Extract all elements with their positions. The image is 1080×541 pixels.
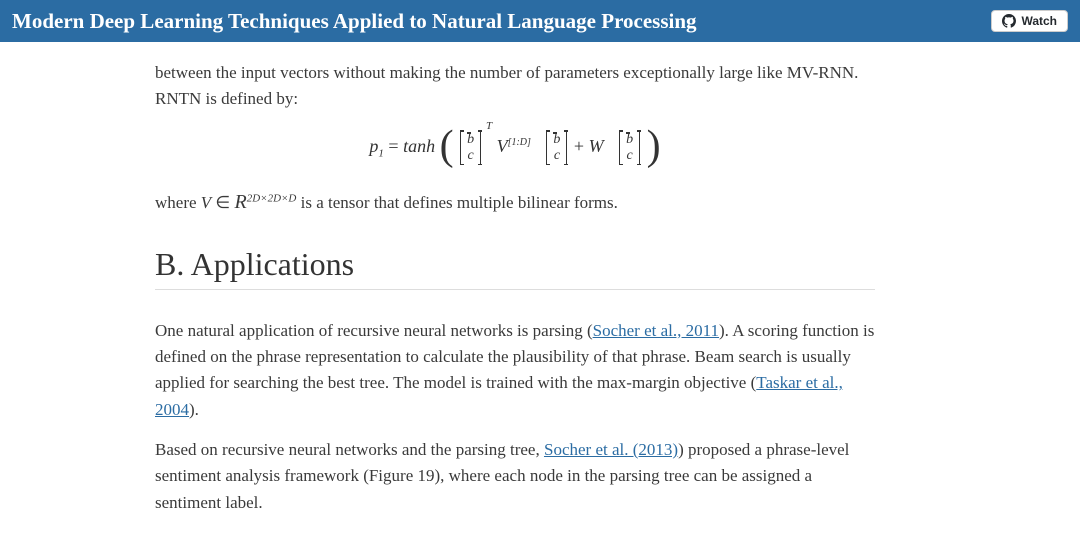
- eq-transpose: T: [486, 120, 492, 132]
- where-V: V: [201, 193, 211, 212]
- github-icon: [1002, 14, 1016, 28]
- intro-paragraph: between the input vectors without making…: [155, 60, 875, 113]
- page-header: Modern Deep Learning Techniques Applied …: [0, 0, 1080, 42]
- ref-socher-2013[interactable]: Socher et al. (2013): [544, 440, 678, 459]
- watch-button[interactable]: Watch: [991, 10, 1068, 32]
- eq-rparen: ): [647, 125, 661, 167]
- eq-lhs-sub: 1: [378, 147, 384, 159]
- eq-vec3: b c: [619, 130, 640, 165]
- equation-block: p1 = tanh ( b c T V[1:D] b c + W b c: [155, 127, 875, 169]
- where-R: R: [234, 191, 246, 213]
- eq-func: tanh: [403, 136, 435, 156]
- eq-plus: +: [574, 136, 589, 156]
- eq-equals: =: [388, 136, 403, 156]
- where-dims: 2D×2D×D: [247, 192, 297, 204]
- article-content: between the input vectors without making…: [155, 60, 875, 516]
- applications-para-1: One natural application of recursive neu…: [155, 318, 875, 423]
- section-heading: B. Applications: [155, 246, 875, 290]
- watch-button-label: Watch: [1021, 14, 1057, 28]
- eq-vec2: b c: [546, 130, 567, 165]
- page-title: Modern Deep Learning Techniques Applied …: [12, 9, 697, 34]
- eq-lparen: (: [440, 125, 454, 167]
- applications-para-2: Based on recursive neural networks and t…: [155, 437, 875, 516]
- eq-V: V[1:D]: [497, 136, 531, 156]
- eq-vec1: b c: [460, 130, 481, 165]
- eq-W: W: [589, 136, 604, 156]
- where-paragraph: where V ∈ R2D×2D×D is a tensor that defi…: [155, 187, 875, 218]
- ref-socher-2011[interactable]: Socher et al., 2011: [593, 321, 719, 340]
